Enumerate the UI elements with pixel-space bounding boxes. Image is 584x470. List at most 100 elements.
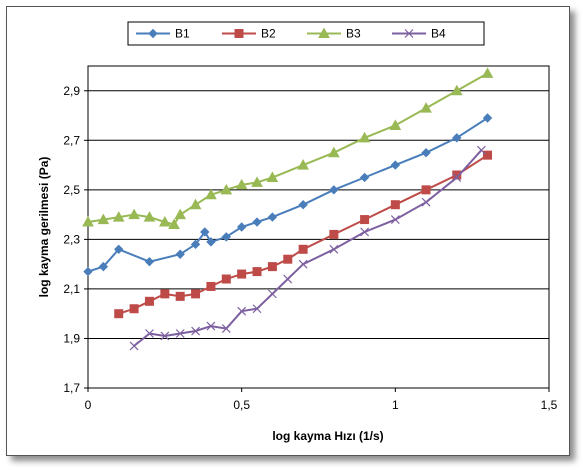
data-point-b4 <box>360 227 370 237</box>
data-point-b2 <box>114 309 124 319</box>
legend-marker-b2 <box>234 29 244 38</box>
plot-area <box>87 65 550 389</box>
data-point-b2 <box>390 200 400 210</box>
legend-label-b3: B3 <box>346 27 361 41</box>
data-point-b4 <box>237 306 247 316</box>
x-marker-stroke <box>283 274 293 284</box>
x-marker-stroke <box>206 321 216 331</box>
x-marker-stroke <box>237 306 247 316</box>
y-tick-label: 2,7 <box>63 133 80 147</box>
x-tick-label: 0,5 <box>233 398 250 412</box>
x-marker-stroke <box>145 329 154 338</box>
data-point-b3 <box>220 183 233 195</box>
data-point-b4 <box>476 145 486 155</box>
data-point-b3 <box>251 176 263 187</box>
data-point-b2 <box>483 150 493 160</box>
x-marker-stroke <box>329 244 339 254</box>
legend-box <box>127 21 485 46</box>
data-point-b1 <box>236 222 247 232</box>
data-point-b4 <box>421 197 431 207</box>
data-point-b2 <box>452 170 462 180</box>
data-point-b1 <box>83 266 93 277</box>
data-point-b2 <box>421 185 431 195</box>
data-point-b4 <box>160 331 170 341</box>
data-point-b1 <box>482 113 493 123</box>
data-point-b1 <box>452 133 462 143</box>
x-marker-stroke <box>476 145 486 155</box>
series-b4 <box>129 145 486 351</box>
data-point-b3 <box>158 216 171 227</box>
x-axis-title: log kayma Hızı (1/s) <box>272 429 383 443</box>
legend-item-b4: B4 <box>392 27 446 41</box>
data-point-b3 <box>235 178 248 190</box>
data-point-b2 <box>175 291 185 301</box>
y-tick-label: 1,7 <box>63 381 80 395</box>
y-axis-title: log kayma gerilmesi (Pa) <box>37 157 51 298</box>
x-tick-label: 1 <box>392 398 399 412</box>
data-point-b4 <box>221 324 231 333</box>
data-point-b1 <box>421 147 431 158</box>
data-point-b3 <box>112 211 125 222</box>
series-b2 <box>114 150 493 319</box>
data-point-b1 <box>298 200 308 210</box>
legend-marker-b1 <box>148 28 158 39</box>
data-point-b3 <box>168 218 180 230</box>
data-point-b2 <box>129 304 139 314</box>
data-point-b2 <box>329 229 339 239</box>
data-point-b4 <box>267 289 277 299</box>
y-axis-ticks: 1,7 1,9 2,1 2,3 2,5 2,7 2,9 <box>63 84 88 395</box>
series-layer <box>82 67 494 351</box>
data-point-b3 <box>389 119 402 130</box>
data-point-b4 <box>452 173 462 182</box>
data-point-b4 <box>252 304 262 314</box>
data-point-b2 <box>144 296 154 306</box>
x-marker-stroke <box>175 329 185 338</box>
legend-marker-b4 <box>404 29 414 38</box>
data-point-b3 <box>481 67 494 78</box>
data-point-b1 <box>206 237 216 247</box>
series-b1 <box>83 113 493 277</box>
legend: B1 B2 B3 B4 <box>136 27 446 41</box>
legend-label-b4: B4 <box>431 27 446 41</box>
series-line-b4 <box>133 149 483 347</box>
data-point-b1 <box>200 227 210 237</box>
data-point-b3 <box>420 102 432 113</box>
data-point-b3 <box>205 188 217 200</box>
data-point-b1 <box>252 217 262 227</box>
y-tick-label: 2,3 <box>63 232 80 246</box>
x-marker-stroke <box>221 324 231 333</box>
x-marker-stroke <box>360 227 370 237</box>
data-point-b2 <box>283 254 293 264</box>
data-point-b4 <box>329 244 339 254</box>
data-point-b2 <box>160 289 170 299</box>
x-axis-ticks: 0 0,5 1 1,5 <box>85 388 558 412</box>
data-point-b2 <box>267 262 277 272</box>
legend-item-b3: B3 <box>307 27 361 41</box>
data-point-b4 <box>129 341 139 351</box>
legend-label-b1: B1 <box>175 27 190 41</box>
x-marker-stroke <box>129 341 139 351</box>
data-point-b1 <box>190 239 201 250</box>
series-b3 <box>82 67 494 230</box>
legend-item-b2: B2 <box>222 27 276 41</box>
x-marker-stroke <box>421 197 431 207</box>
data-point-b1 <box>98 261 109 272</box>
data-point-b1 <box>114 244 124 254</box>
y-tick-label: 2,9 <box>63 84 80 98</box>
data-point-b1 <box>267 212 278 222</box>
data-point-b2 <box>298 244 308 254</box>
x-marker-stroke <box>298 259 308 269</box>
x-marker-stroke <box>252 304 262 314</box>
x-marker-stroke <box>390 215 400 224</box>
data-point-b2 <box>206 281 216 291</box>
data-point-b4 <box>145 329 154 338</box>
data-point-b1 <box>144 256 155 267</box>
legend-label-b2: B2 <box>261 27 276 41</box>
data-point-b3 <box>450 84 463 96</box>
y-tick-label: 2,1 <box>63 282 80 296</box>
data-point-b3 <box>189 198 202 210</box>
data-point-b4 <box>191 326 200 336</box>
data-point-b2 <box>191 289 201 299</box>
data-point-b3 <box>143 211 156 222</box>
